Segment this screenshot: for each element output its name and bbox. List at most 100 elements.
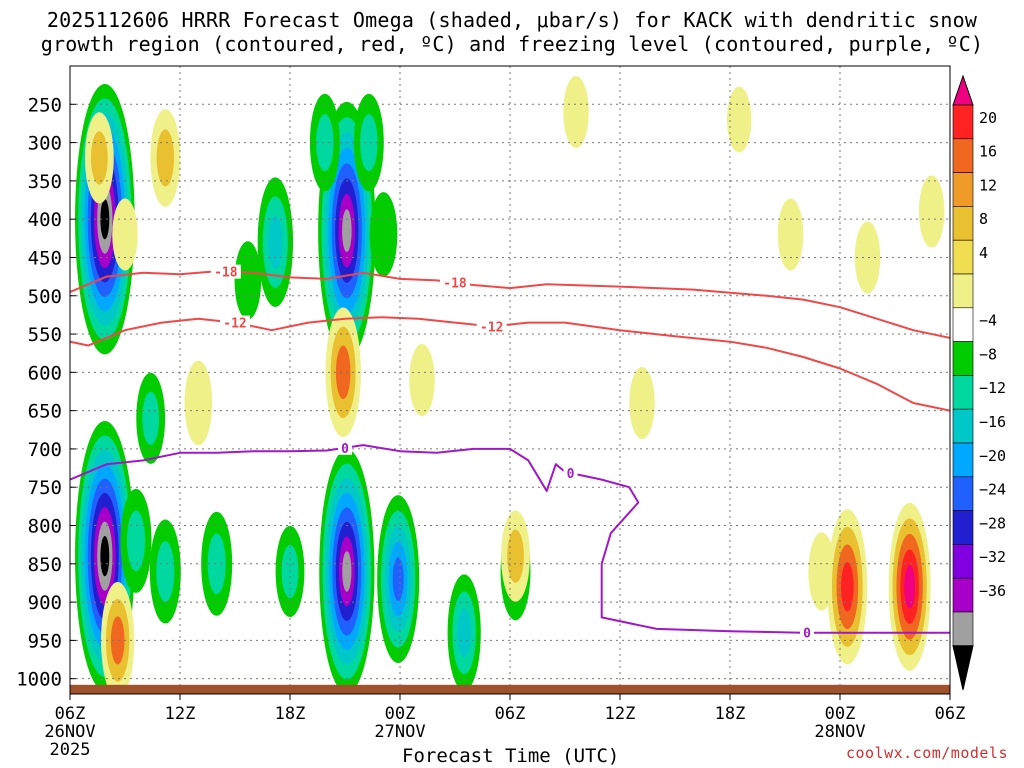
y-tick-label-750: 750 [28,477,62,499]
omega-blob-27 [777,198,804,271]
colorbar-swatch-2 [952,172,974,207]
omega-blob-11 [447,574,481,692]
omega-shade [457,608,472,657]
colorbar-top-arrow [952,74,974,106]
omega-shade [207,533,226,595]
colorbar-label-2: 12 [979,176,997,194]
omega-blob-32 [888,502,931,671]
x-tick-label-0: 06Z [55,704,86,724]
y-tick-label-1000: 1000 [16,669,62,691]
colorbar-label-0: 20 [979,109,997,127]
omega-shade [392,557,404,601]
y-tick-label-950: 950 [28,630,62,652]
omega-shade [100,199,110,240]
isotherm_minus12-line [70,316,950,412]
omega-shade [904,565,916,609]
y-tick-label-650: 650 [28,401,62,423]
omega-blob-13 [120,488,152,593]
isotherm_minus12-label-1: -12 [480,320,503,335]
freezing_level_0C-line [70,444,950,634]
x-tick-label-42: 00Z [825,704,856,724]
colorbar-swatch-11 [952,476,974,511]
isotherm_minus12-label-bg [220,315,250,330]
omega-shade [918,175,945,248]
omega-blob-14 [149,519,181,624]
x-tick-label-6: 12Z [165,704,196,724]
omega-blob-15 [201,511,233,616]
x-day-label-42: 28NOV [814,722,865,742]
omega-shade [629,366,655,439]
omega-shade [126,510,146,572]
x-tick-label-36: 18Z [715,704,746,724]
isotherm_minus18-label-1: -18 [443,277,467,292]
colorbar-label-5: −4 [979,312,997,330]
omega-blob-29 [918,175,945,248]
colorbar-label-13: −36 [979,582,1006,600]
omega-shade [234,241,262,320]
omega-shade [142,391,160,445]
colorbar-swatch-6 [952,307,974,342]
omega-blob-23 [409,344,435,416]
omega-blob-9 [136,372,166,464]
chart-title-line1: 2025112606 HRRR Forecast Omega (shaded, … [46,8,978,32]
omega-shade [90,131,108,185]
colorbar-label-8: −16 [979,413,1006,431]
omega-blob-28 [854,221,881,294]
y-tick-label-400: 400 [28,209,62,231]
colorbar-label-9: −20 [979,447,1006,465]
freezing_level_0C-label-bg [563,466,578,481]
freezing_level_0C-label-bg [338,440,352,455]
omega-shade [369,192,398,277]
colorbar-label-3: 8 [979,210,988,228]
colorbar-swatch-0 [952,104,974,140]
omega-blob-19 [150,109,181,207]
omega-shade [268,215,283,269]
omega-blob-10 [377,495,420,664]
surface-terrain-band [70,684,950,694]
omega-shade [184,360,213,446]
omega-shade [156,129,175,187]
omega-blob-3 [319,449,375,694]
colorbar-swatch-14 [952,577,974,613]
colorbar-swatch-12 [952,510,974,545]
omega-shade [100,536,110,577]
omega-blob-7 [257,177,294,307]
colorbar-label-4: 4 [979,244,988,262]
omega-blob-24 [501,510,530,602]
y-tick-label-250: 250 [28,94,62,116]
isotherm_minus12-label-0: -12 [223,317,246,332]
colorbar-swatch-1 [952,138,974,173]
colorbar-label-11: −28 [979,514,1006,532]
colorbar-swatch-10 [952,442,974,478]
omega-blob-25 [563,75,589,148]
x-tick-label-24: 06Z [495,704,526,724]
omega-blob-5 [353,93,384,192]
y-tick-label-450: 450 [28,247,62,269]
omega-shade [316,114,334,172]
omega-shade [777,198,804,271]
omega-blob-33 [629,366,655,439]
y-tick-label-800: 800 [28,516,62,538]
colorbar-swatch-13 [952,544,974,579]
isotherm_minus18-label-bg [210,264,241,279]
freezing_level_0C-label-2: 0 [803,627,811,642]
freezing_level_0C-label-bg [800,625,814,640]
x-year-label: 2025 [50,740,91,760]
omega-shade [409,344,435,416]
colorbar-swatch-3 [952,206,974,241]
omega-blob-21 [184,360,213,446]
omega-shade [156,541,175,602]
colorbar-label-7: −12 [979,379,1006,397]
chart-title-line2: growth region (contoured, red, ºC) and f… [40,32,984,56]
omega-shade [854,221,881,294]
omega-shade [507,529,524,583]
omega-blob-22 [325,307,361,438]
x-tick-label-12: 18Z [275,704,306,724]
omega-blob-8 [234,241,262,320]
colorbar-label-10: −24 [979,481,1006,499]
freezing_level_0C-label-1: 0 [567,467,575,482]
colorbar-swatch-9 [952,408,974,444]
x-tick-label-48: 06Z [935,704,966,724]
y-tick-label-500: 500 [28,286,62,308]
x-axis-label: Forecast Time (UTC) [402,745,620,767]
